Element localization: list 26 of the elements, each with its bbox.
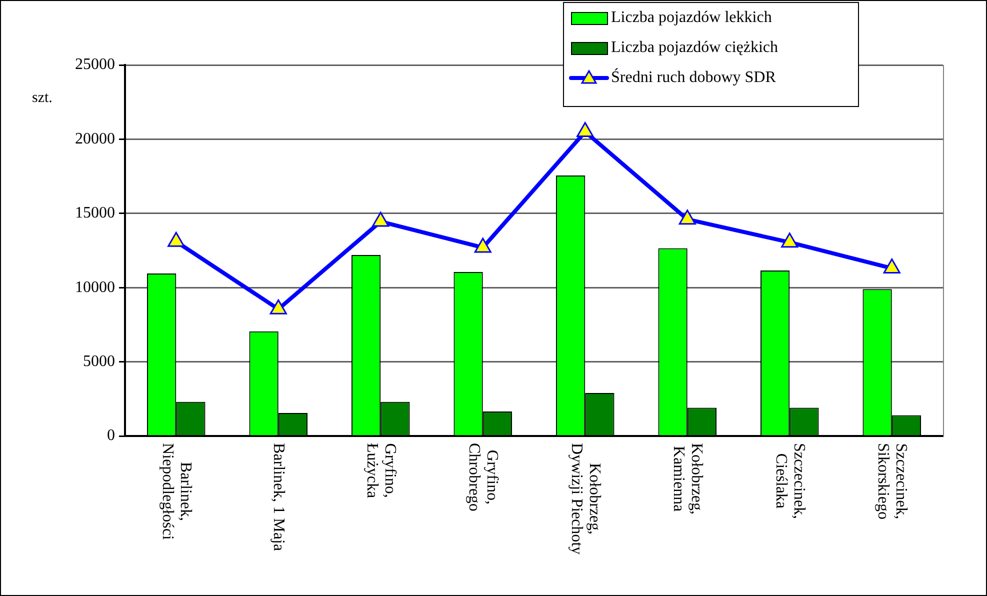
x-tick-label: Barlinek, 1 Maja [270,443,288,551]
legend-label: Średni ruch dobowy SDR [611,68,776,86]
x-tick-label: Kołobrzeg, Dywizji Piechoty [568,442,603,555]
point [270,299,287,314]
y-tick-label: 10000 [75,278,115,296]
x-tick-label: Barlinek, Niepodległości [158,442,194,540]
x-tick-label: Gryfino, Łużycka [363,443,398,498]
x-tick-label: Szczecinek, Sikorskiego [874,442,910,520]
x-tick-label: Kołobrzeg, Kamienna [670,443,706,515]
point [474,238,492,253]
x-tick-label: Szczecinek, Cieślaka [772,443,808,519]
x-tick-label: Gryfino, Chrobrego [466,442,501,512]
y-tick-label: 0 [107,427,115,444]
point [168,232,185,247]
legend-label: Liczba pojazdów ciężkich [611,39,778,56]
y-tick-label: 25000 [75,56,115,74]
y-tick-label: 20000 [75,130,115,148]
y-tick-label: 5000 [83,353,115,370]
point [576,122,594,138]
point [781,232,798,248]
point [372,212,390,227]
point [883,258,900,274]
legend-label: Liczba pojazdów lekkich [611,9,772,26]
point [678,210,696,225]
y-axis-title: szt. [32,90,52,106]
y-tick-label: 15000 [75,204,115,222]
